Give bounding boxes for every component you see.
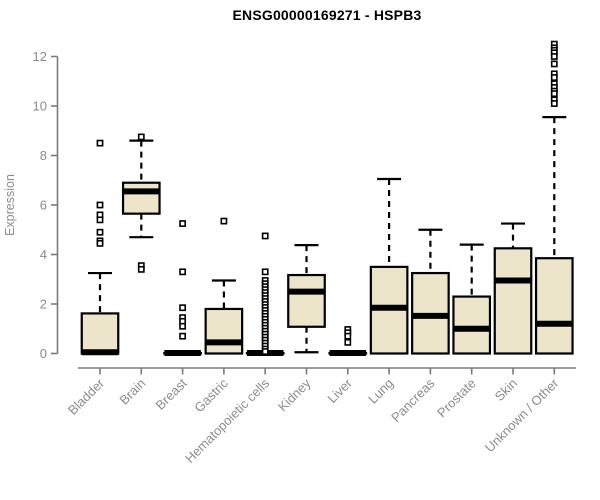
y-tick-label: 0 [40,346,47,361]
box-prostate [452,243,492,355]
outlier-point [550,100,558,107]
y-tick-label: 6 [40,198,47,213]
box-pancreas [411,228,450,355]
x-category-label: Bladder [65,375,108,418]
x-category-label: Skin [492,376,520,404]
iqr-box [80,312,120,355]
iqr-box [121,181,161,215]
x-category-label: Unknown / Other [482,375,562,455]
y-tick-label: 12 [33,49,47,64]
outlier-point [550,53,558,60]
x-category-label: Brain [116,376,148,408]
iqr-box [287,273,326,328]
box-hematopoietic-cells [245,232,285,357]
outlier-point [344,332,352,340]
box-kidney [287,243,326,354]
x-category-label: Pancreas [388,375,438,425]
outlier-point [550,90,558,98]
iqr-box [493,247,533,355]
outlier-point [96,139,104,147]
box-unknown-other [534,40,574,355]
outlier-point [96,239,104,247]
outlier-point [344,338,352,346]
y-tick-label: 10 [33,99,47,114]
y-tick-label: 8 [40,148,47,163]
box-brain [121,133,161,273]
outlier-point [96,201,104,209]
y-tick-label: 2 [40,297,47,312]
outlier-point [179,304,186,312]
box-lung [369,177,409,355]
box-gastric [204,217,244,355]
x-category-label: Gastric [191,375,231,415]
x-category-label: Lung [365,376,396,407]
box-liver [328,326,368,357]
x-category-label: Liver [324,375,355,406]
outlier-point [96,216,104,224]
x-category-label: Breast [153,375,190,412]
outlier-point [179,220,186,227]
outlier-point [179,322,186,330]
outlier-point [137,265,145,273]
outlier-point [261,268,269,276]
outlier-point [179,332,186,340]
outlier-point [220,217,228,225]
outlier-point [261,348,269,355]
outlier-point [96,228,104,236]
outlier-point [261,232,269,240]
box-bladder [80,139,120,356]
outlier-point [179,268,186,276]
iqr-box [204,307,244,355]
x-category-label: Prostate [434,376,479,421]
outlier-point [137,133,145,141]
outlier-point [550,60,558,68]
iqr-box [534,257,574,355]
x-category-label: Kidney [275,375,314,414]
y-tick-label: 4 [40,247,47,262]
y-axis-title: Expression [3,174,17,236]
outlier-point [550,74,558,81]
y-axis: 0 2 4 6 8 10 12 Expression [3,49,59,361]
box-skin [493,222,533,355]
chart-title: ENSG00000169271 - HSPB3 [232,7,422,23]
iqr-box [452,295,492,355]
box-breast [163,220,202,357]
